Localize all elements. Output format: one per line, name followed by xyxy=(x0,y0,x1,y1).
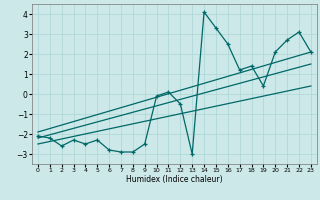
X-axis label: Humidex (Indice chaleur): Humidex (Indice chaleur) xyxy=(126,175,223,184)
